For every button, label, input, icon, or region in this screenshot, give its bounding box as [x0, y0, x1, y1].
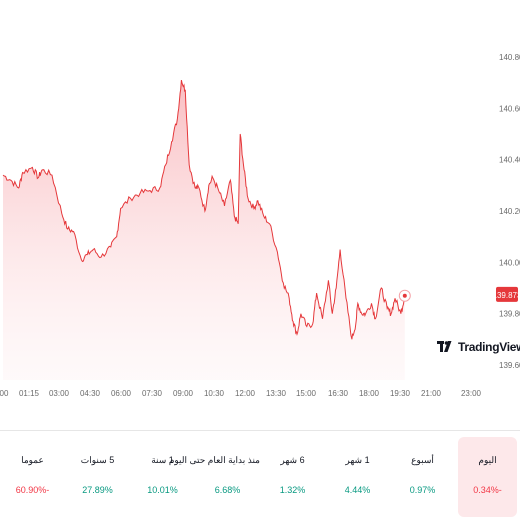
- performance-period[interactable]: 1 شهر 4.44%: [325, 431, 390, 519]
- x-tick-label: 06:00: [111, 389, 132, 398]
- tradingview-logo[interactable]: TradingView: [437, 340, 520, 354]
- y-tick-label: 140.200: [499, 207, 520, 216]
- performance-period-value: 0.34%-: [473, 485, 502, 495]
- y-tick-label: 140.000: [499, 258, 520, 267]
- performance-period-value: 4.44%: [344, 485, 371, 495]
- performance-period-label: 1 سنة: [151, 455, 174, 465]
- performance-period-value: 1.32%: [279, 485, 306, 495]
- x-tick-label: 01:15: [19, 389, 40, 398]
- performance-period-label: اليوم: [478, 455, 497, 465]
- x-tick-label: 21:00: [421, 389, 442, 398]
- performance-period[interactable]: 5 سنوات 27.89%: [65, 431, 130, 519]
- y-tick-label: 140.600: [499, 104, 520, 113]
- y-tick-label: 140.800: [499, 53, 520, 62]
- x-tick-label: 12:00: [235, 389, 256, 398]
- performance-period-value: 10.01%: [147, 485, 178, 495]
- performance-period[interactable]: عموما 60.90%-: [0, 431, 65, 519]
- performance-period[interactable]: منذ بداية العام حتى اليوم 6.68%: [168, 431, 260, 519]
- price-chart[interactable]: 00 01:15 03:00 04:30 06:00 07:30 09:00 10:30 12:…: [0, 0, 520, 420]
- performance-period-label: منذ بداية العام حتى اليوم: [168, 455, 260, 465]
- performance-period-value: 6.68%: [214, 485, 241, 495]
- x-tick-label: 00: [0, 389, 9, 398]
- tradingview-logo-icon: [437, 341, 452, 352]
- x-tick-label: 09:00: [173, 389, 194, 398]
- price-area: [3, 80, 405, 380]
- performance-period-value: 27.89%: [82, 485, 113, 495]
- performance-period[interactable]: 1 سنة 10.01%: [130, 431, 195, 519]
- performance-bar: اليوم 0.34%- أسبوع 0.97% 1 شهر 4.44% 6 شهر 1.32…: [0, 430, 520, 521]
- current-price-label: 139.873: [493, 291, 520, 300]
- performance-period-label: 5 سنوات: [80, 455, 115, 465]
- x-tick-label: 18:00: [359, 389, 380, 398]
- tradingview-logo-text: TradingView: [458, 340, 520, 354]
- performance-period-label: 6 شهر: [280, 455, 305, 465]
- performance-period[interactable]: أسبوع 0.97%: [390, 431, 455, 519]
- chart-canvas[interactable]: 00 01:15 03:00 04:30 06:00 07:30 09:00 10:30 12:…: [0, 0, 520, 420]
- y-tick-label: 139.600: [499, 361, 520, 370]
- x-tick-label: 13:30: [266, 389, 287, 398]
- y-tick-label: 139.800: [499, 310, 520, 319]
- price-line: [2, 79, 406, 340]
- performance-period-value: 60.90%-: [15, 485, 50, 495]
- current-price-tag: [496, 286, 518, 302]
- last-price-dot: [402, 293, 407, 298]
- y-tick-label: 140.400: [499, 156, 520, 165]
- performance-period[interactable]: 6 شهر 1.32%: [260, 431, 325, 519]
- performance-period-label: 1 شهر: [345, 455, 370, 465]
- performance-period-label: عموما: [21, 455, 44, 465]
- x-tick-label: 03:00: [49, 389, 70, 398]
- x-tick-label: 23:00: [461, 389, 482, 398]
- x-tick-label: 16:30: [328, 389, 349, 398]
- performance-period[interactable]: اليوم 0.34%-: [458, 437, 517, 517]
- x-tick-label: 15:00: [296, 389, 317, 398]
- x-tick-label: 04:30: [80, 389, 101, 398]
- x-tick-label: 19:30: [390, 389, 411, 398]
- x-tick-label: 07:30: [142, 389, 163, 398]
- performance-period-value: 0.97%: [409, 485, 436, 495]
- performance-period-label: أسبوع: [411, 455, 434, 465]
- x-tick-label: 10:30: [204, 389, 225, 398]
